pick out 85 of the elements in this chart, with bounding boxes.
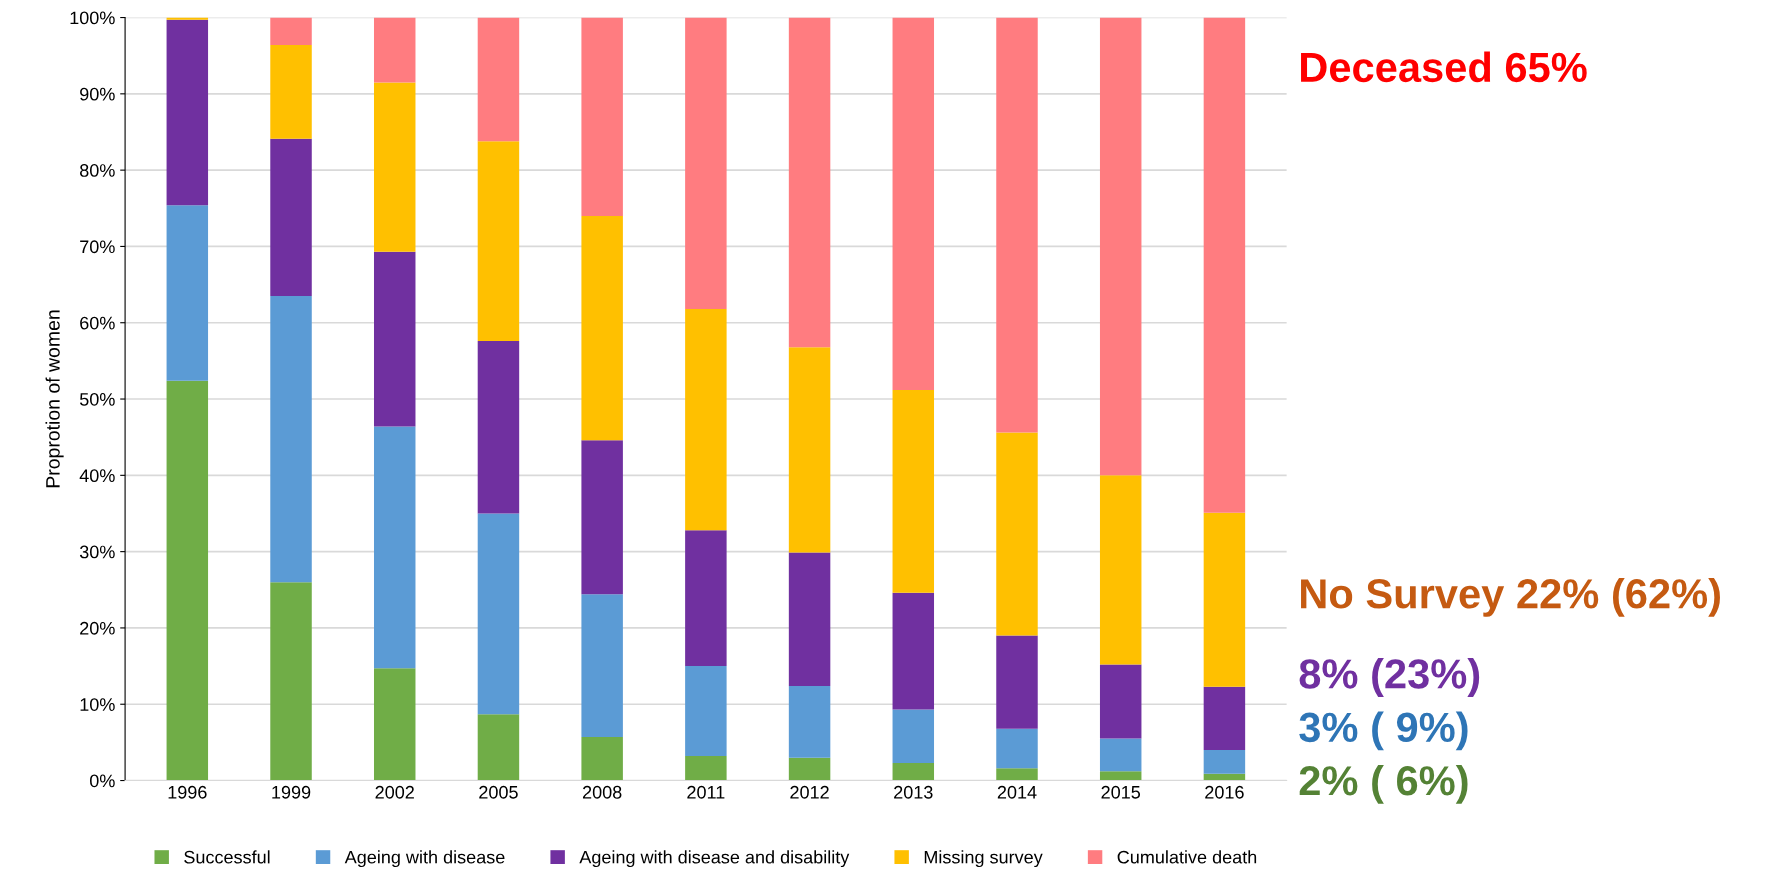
bar <box>788 17 831 348</box>
x-tick-label: 2012 <box>790 785 829 799</box>
bar <box>270 138 312 297</box>
x-tick-label: 2013 <box>894 785 933 799</box>
x-tick-label: 1996 <box>168 785 207 799</box>
bar <box>477 341 520 514</box>
text: 2% ( 6%) <box>1299 764 1468 804</box>
bar <box>1203 512 1246 687</box>
bar <box>788 347 831 553</box>
bar <box>892 17 935 390</box>
bar <box>685 309 727 531</box>
bar <box>892 762 935 781</box>
text: 8% (23%) <box>1299 658 1480 697</box>
y-tick-label: 100% <box>70 11 115 25</box>
bar <box>996 768 1038 781</box>
bar <box>892 592 935 710</box>
bar <box>166 205 209 381</box>
bar <box>996 432 1038 636</box>
bar <box>788 685 831 758</box>
legend-label: Ageing with disease <box>344 850 505 868</box>
y-tick-label: 70% <box>80 240 115 254</box>
text: 3% ( 9%) <box>1299 711 1468 751</box>
bar <box>1203 17 1246 513</box>
bar <box>166 380 209 781</box>
bar <box>1203 686 1246 751</box>
bar <box>581 594 623 738</box>
bar <box>477 714 520 781</box>
bar <box>996 728 1038 769</box>
bar <box>788 552 831 686</box>
bar <box>477 17 520 142</box>
bar <box>270 17 312 46</box>
bar <box>373 251 416 427</box>
y-tick-label: 20% <box>80 621 115 635</box>
bar <box>581 215 623 441</box>
bar <box>581 737 623 781</box>
x-tick-label: 2014 <box>997 785 1037 799</box>
y-tick-label: 40% <box>79 469 115 483</box>
y-axis-title: Proprotion of women <box>45 310 64 488</box>
bar <box>1203 750 1246 774</box>
bar <box>1099 738 1142 772</box>
bar <box>685 530 727 667</box>
bar <box>1099 664 1142 739</box>
bar <box>373 668 416 781</box>
x-tick-label: 2005 <box>479 785 518 799</box>
y-tick-label: 90% <box>80 87 115 101</box>
y-tick-label: 10% <box>80 698 115 711</box>
bar <box>373 426 416 669</box>
bar <box>166 19 209 206</box>
bar <box>892 709 935 763</box>
y-tick-label: 0% <box>89 774 115 788</box>
text: No Survey 22% (62%) <box>1301 577 1720 617</box>
bar <box>892 389 935 593</box>
x-tick-label: 2016 <box>1205 785 1244 799</box>
y-tick-label: 30% <box>79 545 115 559</box>
bar <box>373 17 416 83</box>
bar <box>477 141 520 342</box>
y-tick-label: 60% <box>80 316 115 330</box>
bar <box>373 82 416 252</box>
x-tick-label: 1999 <box>272 785 311 799</box>
x-tick-label: 2002 <box>375 785 414 799</box>
bar <box>581 17 623 216</box>
bar <box>270 296 312 583</box>
bar <box>1099 17 1142 476</box>
x-tick-label: 2008 <box>582 785 622 799</box>
bar <box>685 666 727 757</box>
text: Deceased 65% <box>1301 51 1587 83</box>
legend-label: Ageing with disease and disability <box>579 850 850 868</box>
bar <box>581 440 623 595</box>
y-tick-label: 50% <box>79 392 115 406</box>
y-tick-label: 80% <box>80 164 115 177</box>
bar <box>1099 771 1142 781</box>
bar <box>477 513 520 715</box>
bar <box>270 45 312 139</box>
bar <box>270 582 312 781</box>
bar <box>685 17 727 309</box>
bar <box>996 17 1038 433</box>
legend-label: Successful <box>184 850 270 864</box>
bar <box>1099 475 1142 665</box>
x-tick-label: 2011 <box>687 785 725 799</box>
x-tick-label: 2015 <box>1101 785 1141 799</box>
bar <box>788 757 831 781</box>
bar <box>685 756 727 781</box>
bar <box>996 635 1038 729</box>
legend-label: Cumulative death <box>1117 850 1257 864</box>
legend-label: Missing survey <box>924 850 1043 868</box>
